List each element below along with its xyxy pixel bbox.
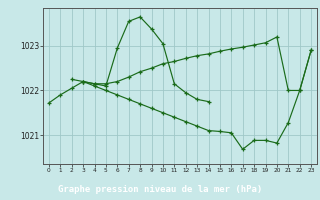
Text: Graphe pression niveau de la mer (hPa): Graphe pression niveau de la mer (hPa): [58, 185, 262, 194]
